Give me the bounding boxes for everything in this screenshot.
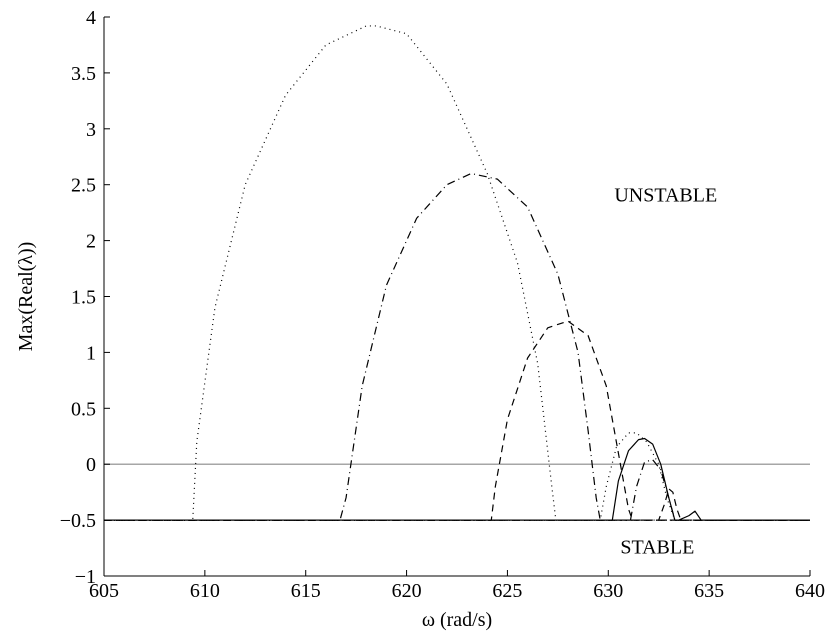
y-tick-label: 4 xyxy=(86,7,96,29)
series-line-6-dashdot xyxy=(104,459,810,521)
y-tick-label: 0 xyxy=(86,454,96,476)
annotation-unstable: UNSTABLE xyxy=(614,184,717,206)
plot-area xyxy=(104,17,810,576)
x-tick-label: 615 xyxy=(291,580,321,602)
x-tick-label: 605 xyxy=(89,580,119,602)
ticks-group: 605 610 615 620 625 630 635 640 −1 −0.5 0 0.5 1 1.5 2 2… xyxy=(60,7,825,602)
y-tick-label: 3 xyxy=(86,119,96,141)
y-tick-label: 0.5 xyxy=(71,398,96,420)
series-line-7-dashed xyxy=(104,488,810,521)
x-tick-label: 635 xyxy=(694,580,724,602)
x-tick-label: 620 xyxy=(392,580,422,602)
y-tick-label: 1.5 xyxy=(71,287,96,309)
series-group xyxy=(104,25,810,521)
x-tick-label: 625 xyxy=(492,580,522,602)
series-line-3-dashed xyxy=(104,320,810,521)
y-tick-label: 2 xyxy=(86,231,96,253)
series-line-2-dashdot xyxy=(104,172,810,521)
series-line-5-solid xyxy=(104,437,810,521)
annotation-stable: STABLE xyxy=(620,537,694,559)
x-tick-label: 610 xyxy=(190,580,220,602)
annotations-group: UNSTABLE STABLE xyxy=(614,184,717,558)
y-tick-label: 3.5 xyxy=(71,63,96,85)
y-tick-label: 1 xyxy=(86,342,96,364)
x-tick-label: 640 xyxy=(795,580,825,602)
y-tick-label: −1 xyxy=(75,566,96,588)
x-tick-label: 630 xyxy=(593,580,623,602)
plot-background xyxy=(104,17,810,576)
y-tick-label: 2.5 xyxy=(71,175,96,197)
y-tick-label: −0.5 xyxy=(60,510,96,532)
y-axis-label: Max(Real(λ)) xyxy=(15,242,37,352)
x-axis-label: ω (rad/s) xyxy=(422,609,492,631)
